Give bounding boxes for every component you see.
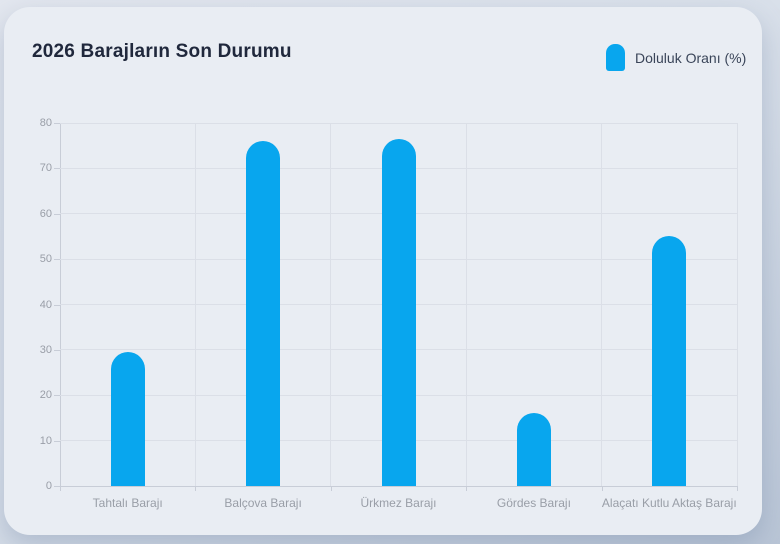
x-tick-mark: [60, 486, 61, 491]
x-tick-mark: [737, 486, 738, 491]
y-tick-mark: [54, 395, 60, 397]
legend-item[interactable]: Doluluk Oranı (%): [606, 44, 746, 71]
y-axis-labels: 0 10 20 30 40 50 60 70 80: [24, 117, 52, 492]
chart-bar[interactable]: [516, 413, 551, 486]
y-tick-mark: [54, 349, 60, 351]
y-tick-mark: [54, 213, 60, 215]
gridline-v: [465, 123, 467, 486]
y-tick-label: 70: [39, 162, 52, 175]
y-tick-mark: [54, 123, 60, 124]
chart-bar[interactable]: [652, 235, 687, 486]
y-tick-mark: [54, 486, 60, 487]
y-tick-label: 60: [39, 207, 52, 220]
x-tick-mark: [466, 486, 468, 491]
x-tick-label: Gördes Barajı: [496, 496, 571, 510]
x-tick-label: Ürkmez Barajı: [360, 496, 437, 510]
gridline-h: [60, 122, 737, 124]
chart-bar[interactable]: [110, 351, 145, 486]
x-axis-line: [60, 486, 737, 487]
x-tick-label: Tahtalı Barajı: [92, 496, 163, 510]
y-tick-mark: [54, 304, 60, 306]
y-tick-label: 40: [39, 298, 52, 311]
y-tick-label: 20: [39, 389, 52, 402]
y-tick-label: 80: [39, 117, 52, 129]
y-tick-label: 10: [39, 434, 52, 447]
y-tick-label: 30: [39, 343, 52, 356]
chart-bar[interactable]: [246, 140, 281, 486]
gridline-v: [330, 123, 332, 486]
y-tick-mark: [54, 440, 60, 442]
x-tick-mark: [330, 486, 332, 491]
plot-area: [60, 122, 738, 487]
x-tick-mark: [601, 486, 603, 491]
x-axis-labels: Tahtalı Barajı Balçova Barajı Ürkmez Baraj…: [60, 496, 737, 516]
y-tick-label: 50: [39, 253, 52, 266]
gridline-v: [601, 123, 603, 486]
chart-bar[interactable]: [381, 138, 416, 486]
x-tick-label: Alaçatı Kutlu Aktaş Barajı: [601, 496, 737, 510]
x-tick-mark: [195, 486, 197, 491]
y-tick-mark: [54, 168, 60, 170]
y-tick-mark: [54, 259, 60, 261]
legend-label: Doluluk Oranı (%): [635, 49, 747, 66]
x-tick-label: Balçova Barajı: [224, 496, 302, 510]
gridline-v: [736, 123, 738, 486]
page-title: 2026 Barajların Son Durumu: [32, 41, 292, 62]
legend-swatch-icon: [606, 44, 625, 71]
y-tick-label: 0: [45, 480, 52, 492]
gridline-v: [194, 123, 196, 486]
